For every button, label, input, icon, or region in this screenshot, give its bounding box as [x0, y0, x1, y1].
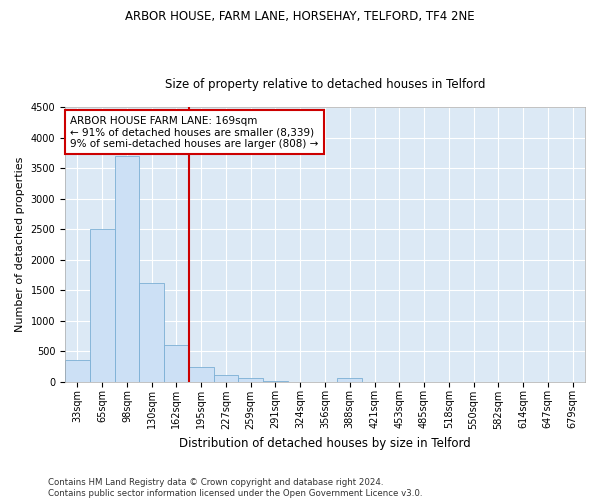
Y-axis label: Number of detached properties: Number of detached properties [15, 157, 25, 332]
Bar [65, 360, 90, 382]
Text: ARBOR HOUSE FARM LANE: 169sqm
← 91% of detached houses are smaller (8,339)
9% of: ARBOR HOUSE FARM LANE: 169sqm ← 91% of d… [70, 116, 319, 149]
Bar [139, 283, 164, 382]
Bar [214, 375, 238, 382]
Text: ARBOR HOUSE, FARM LANE, HORSEHAY, TELFORD, TF4 2NE: ARBOR HOUSE, FARM LANE, HORSEHAY, TELFOR… [125, 10, 475, 23]
X-axis label: Distribution of detached houses by size in Telford: Distribution of detached houses by size … [179, 437, 471, 450]
Bar [90, 230, 115, 382]
Title: Size of property relative to detached houses in Telford: Size of property relative to detached ho… [165, 78, 485, 91]
Bar [238, 378, 263, 382]
Bar [164, 345, 189, 382]
Text: Contains HM Land Registry data © Crown copyright and database right 2024.
Contai: Contains HM Land Registry data © Crown c… [48, 478, 422, 498]
Bar [189, 367, 214, 382]
Bar [337, 378, 362, 382]
Bar [115, 156, 139, 382]
